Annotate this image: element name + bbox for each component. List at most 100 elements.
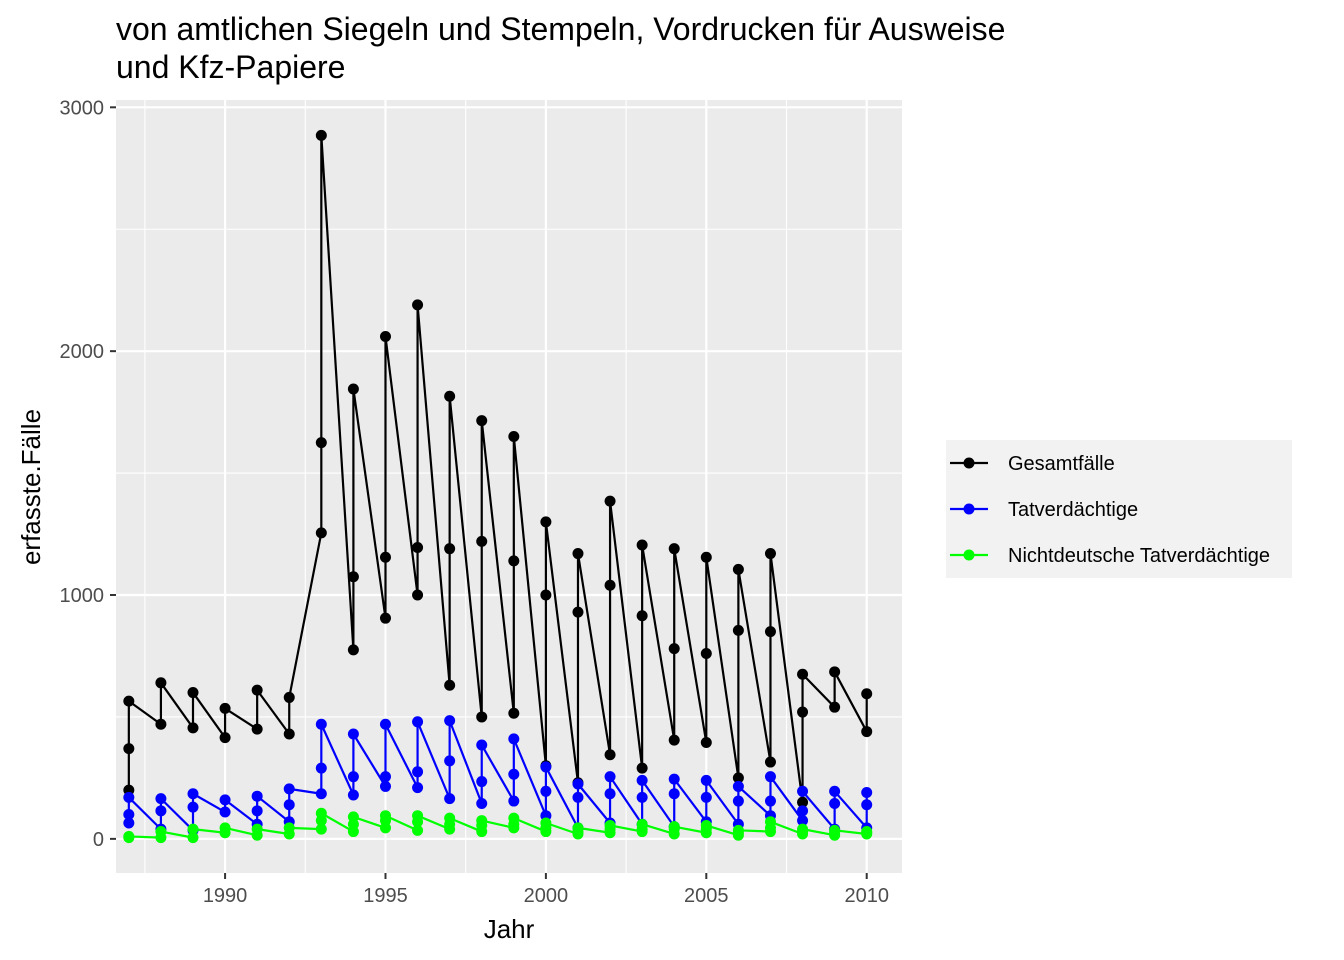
data-point-series-1: [572, 548, 584, 560]
data-point-series-2: [764, 795, 776, 807]
data-point-series-3: [444, 812, 456, 824]
y-tick-label: 2000: [60, 341, 105, 363]
data-point-series-1: [636, 610, 648, 622]
x-tick-label: 2010: [844, 885, 889, 907]
data-point-series-1: [283, 728, 295, 740]
legend-label: Gesamtfälle: [1008, 453, 1115, 475]
legend-key-point: [963, 549, 975, 561]
data-point-series-1: [379, 551, 391, 563]
data-point-series-2: [347, 728, 359, 740]
data-point-series-2: [861, 799, 873, 811]
data-point-series-1: [668, 643, 680, 655]
data-point-series-3: [315, 807, 327, 819]
data-point-series-1: [636, 762, 648, 774]
data-point-series-2: [444, 715, 456, 727]
data-point-series-2: [251, 805, 263, 817]
data-point-series-2: [572, 791, 584, 803]
data-point-series-3: [508, 812, 520, 824]
data-point-series-2: [508, 733, 520, 745]
data-point-series-1: [315, 527, 327, 539]
data-point-series-2: [315, 718, 327, 730]
data-point-series-3: [732, 824, 744, 836]
data-point-series-1: [123, 743, 135, 755]
data-point-series-3: [283, 822, 295, 834]
data-point-series-2: [797, 815, 809, 827]
data-point-series-1: [797, 706, 809, 718]
data-point-series-1: [476, 415, 488, 427]
data-point-series-1: [379, 331, 391, 343]
data-point-series-2: [700, 791, 712, 803]
data-point-series-2: [797, 785, 809, 797]
data-point-series-1: [636, 539, 648, 551]
data-point-series-2: [476, 798, 488, 809]
data-point-series-2: [444, 793, 456, 805]
data-point-series-1: [829, 701, 841, 713]
data-point-series-2: [668, 773, 680, 785]
data-point-series-2: [123, 791, 135, 803]
data-point-series-2: [829, 785, 841, 797]
data-point-series-2: [508, 795, 520, 807]
data-point-series-2: [540, 785, 552, 797]
data-point-series-1: [444, 543, 456, 555]
data-point-series-1: [540, 589, 552, 601]
data-point-series-3: [155, 826, 167, 838]
data-point-series-3: [829, 824, 841, 836]
data-point-series-1: [219, 702, 231, 714]
data-point-series-2: [379, 771, 391, 783]
data-point-series-1: [251, 684, 263, 696]
chart-title-line2: und Kfz-Papiere: [116, 49, 345, 85]
data-point-series-3: [636, 818, 648, 830]
data-point-series-1: [572, 606, 584, 618]
x-tick-label: 1995: [363, 885, 408, 907]
y-tick-label: 3000: [60, 97, 105, 119]
data-point-series-2: [604, 771, 616, 783]
data-point-series-2: [732, 795, 744, 807]
data-point-series-1: [604, 495, 616, 507]
data-point-series-1: [764, 756, 776, 768]
data-point-series-2: [283, 783, 295, 795]
data-point-series-1: [347, 571, 359, 583]
legend-label: Nichtdeutsche Tatverdächtige: [1008, 545, 1270, 567]
data-point-series-1: [508, 431, 520, 443]
data-point-series-2: [540, 761, 552, 773]
data-point-series-1: [732, 772, 744, 784]
data-point-series-2: [219, 806, 231, 818]
data-point-series-2: [379, 718, 391, 730]
x-axis-title: Jahr: [484, 914, 535, 944]
data-point-series-1: [315, 129, 327, 141]
data-point-series-3: [476, 815, 488, 827]
data-point-series-1: [732, 563, 744, 575]
data-point-series-1: [315, 437, 327, 449]
data-point-series-3: [412, 810, 424, 822]
data-point-series-1: [476, 711, 488, 723]
grid-minor: [116, 100, 902, 873]
data-point-series-2: [187, 801, 199, 813]
data-point-series-1: [668, 734, 680, 746]
data-point-series-1: [155, 718, 167, 730]
data-point-series-1: [668, 543, 680, 555]
data-point-series-2: [508, 768, 520, 780]
data-point-series-2: [604, 788, 616, 800]
data-point-series-3: [604, 819, 616, 831]
data-point-series-2: [476, 739, 488, 751]
data-point-series-2: [219, 794, 231, 806]
axis-layer: 1990 1995 2000 2005 2010 0 1000 2000 3000: [60, 97, 889, 907]
data-point-series-3: [315, 823, 327, 835]
data-point-series-3: [219, 822, 231, 834]
x-tick-label: 2005: [684, 885, 729, 907]
data-point-series-2: [668, 788, 680, 800]
data-point-series-1: [412, 541, 424, 553]
data-point-series-1: [187, 687, 199, 699]
y-axis-title: erfasste.Fälle: [16, 409, 46, 565]
data-point-series-2: [700, 774, 712, 786]
data-point-series-3: [797, 823, 809, 835]
data-point-series-3: [668, 821, 680, 833]
data-point-series-1: [604, 749, 616, 761]
data-point-series-2: [636, 791, 648, 803]
data-point-series-2: [572, 778, 584, 790]
series-layer: [123, 129, 873, 844]
y-tick-label: 1000: [60, 585, 105, 607]
data-point-series-3: [187, 823, 199, 835]
chart-title-line1: von amtlichen Siegeln und Stempeln, Vord…: [116, 11, 1005, 47]
data-point-series-1: [347, 383, 359, 395]
